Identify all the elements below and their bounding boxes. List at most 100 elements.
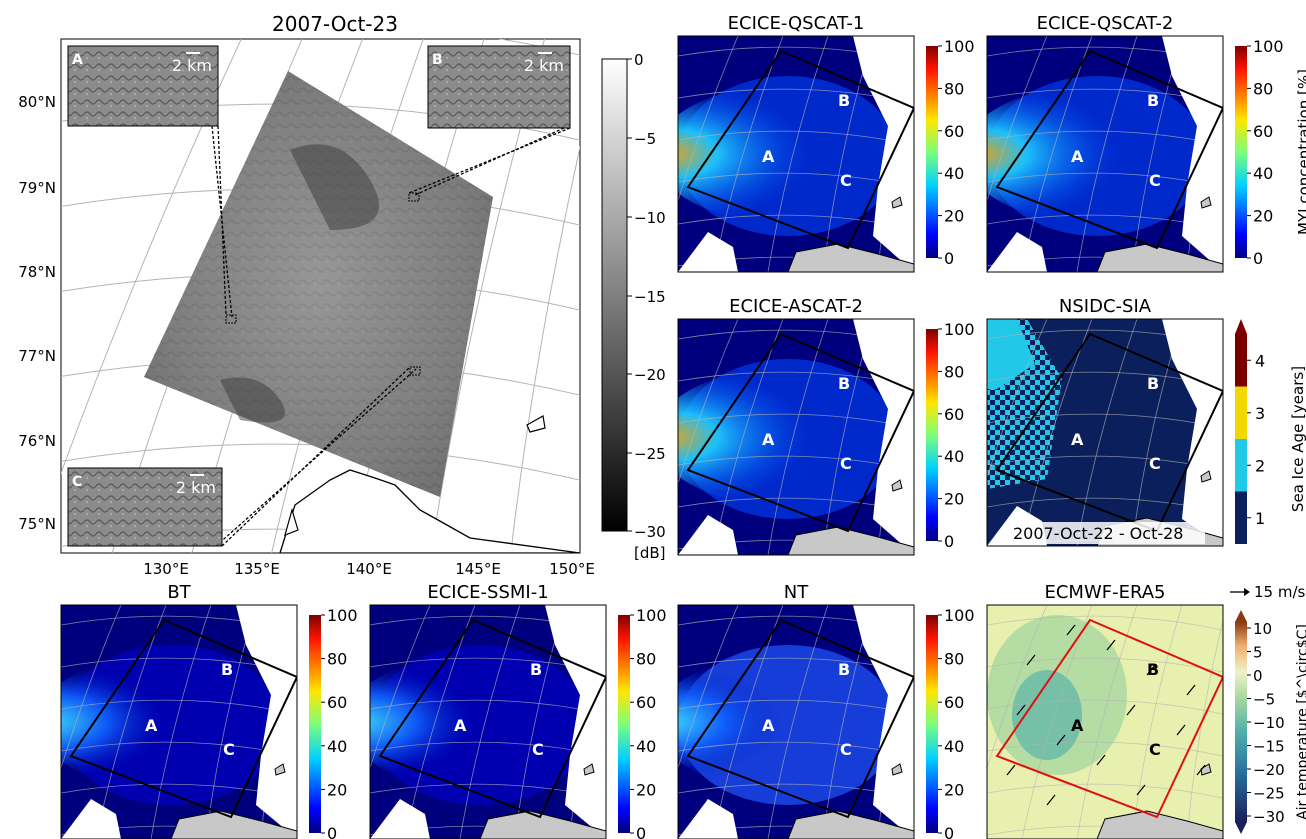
inset-letter: B xyxy=(432,52,443,68)
colorbar-tick-label: 40 xyxy=(944,447,964,466)
colorbar-tick-label: −5 xyxy=(1253,691,1275,709)
wind-arrow xyxy=(1046,794,1056,806)
inset-image xyxy=(67,45,219,127)
colorbar-tick-label: 60 xyxy=(636,693,656,712)
study-area-box xyxy=(686,618,914,819)
lon-label: 150°E xyxy=(549,560,595,578)
open-water xyxy=(678,799,738,839)
era-colorbar-extend xyxy=(1235,822,1247,834)
inset-image xyxy=(67,467,223,547)
colorbar-tick-label: 60 xyxy=(944,693,964,712)
gridline xyxy=(987,319,1048,479)
lon-label: 140°E xyxy=(346,560,392,578)
date-note-box xyxy=(1009,522,1205,544)
panel-title: NT xyxy=(784,582,809,603)
gridline xyxy=(510,145,580,553)
panel-title: ECICE-QSCAT-1 xyxy=(728,13,865,34)
open-water xyxy=(1162,319,1223,546)
island xyxy=(1200,763,1212,776)
colorbar-tick-label: 10 xyxy=(1253,620,1272,638)
panel-title: ECICE-ASCAT-2 xyxy=(729,296,863,317)
colorbar-tick-label: 60 xyxy=(1253,122,1273,141)
gridline xyxy=(678,130,914,146)
wind-arrow xyxy=(1146,664,1156,676)
study-area-box xyxy=(995,49,1223,250)
colorbar-tick-label: 40 xyxy=(636,737,656,756)
colorbar-tick-label: 1 xyxy=(1255,509,1265,528)
region-label-b: B xyxy=(530,660,542,679)
gridline xyxy=(1076,319,1138,546)
open-water xyxy=(236,605,297,839)
region-label-c: C xyxy=(532,740,544,759)
panel-frame xyxy=(677,35,915,273)
colorbar-tick-label: −25 xyxy=(634,445,666,463)
colorbar-tick-label: 60 xyxy=(944,122,964,141)
colorbar-tick-label: −10 xyxy=(1253,714,1285,732)
colorbar-tick-label: −25 xyxy=(1253,785,1285,803)
gridline xyxy=(459,605,521,839)
colorbar-tick-label: 100 xyxy=(944,320,975,339)
colorbar-tick-label: 40 xyxy=(944,737,964,756)
wind-arrow xyxy=(1056,734,1066,746)
region-label-a: A xyxy=(454,716,467,735)
region-label-b: B xyxy=(1147,374,1159,393)
island xyxy=(583,763,595,776)
lat-label: 79°N xyxy=(18,179,56,197)
colorbar-tick-label: 80 xyxy=(944,79,964,98)
wind-arrow xyxy=(1196,764,1206,776)
gridline xyxy=(987,605,1048,770)
myi-high-band xyxy=(678,651,914,793)
inset-scale: 2 km xyxy=(172,56,212,75)
age-colorbar-segment xyxy=(1235,439,1247,492)
wind-arrow xyxy=(1006,764,1016,776)
island xyxy=(1200,196,1212,209)
colorbar-tick-label: 60 xyxy=(944,405,964,424)
wind-arrow xyxy=(1126,704,1136,716)
panel-map xyxy=(61,605,297,839)
gridline xyxy=(150,605,212,839)
panel-map xyxy=(987,605,1223,839)
gridline xyxy=(370,605,431,770)
inset-target-box xyxy=(408,192,420,202)
myi-high-band xyxy=(61,651,297,793)
panel-title: ECMWF-ERA5 xyxy=(1044,582,1165,603)
region-label-c: C xyxy=(223,740,235,759)
gridline xyxy=(987,657,1223,673)
panel-frame xyxy=(677,318,915,556)
inset-target-box xyxy=(225,314,237,324)
region-label-b: B xyxy=(221,660,233,679)
inset-leader xyxy=(221,366,411,547)
inset-letter: C xyxy=(72,474,82,490)
age-colorbar-label: Sea Ice Age [years] xyxy=(1289,366,1306,512)
gridline xyxy=(987,36,1048,202)
myi-colorbar-label: MYI concentration [%] xyxy=(1295,69,1306,235)
age-colorbar-segment xyxy=(1235,334,1247,387)
colorbar-tick-label: 20 xyxy=(636,780,656,799)
colorbar-tick-label: 0 xyxy=(327,824,337,839)
region-label-c: C xyxy=(1149,740,1161,759)
panel-title: BT xyxy=(167,582,191,603)
colorbar-tick-label: 20 xyxy=(944,780,964,799)
myi-high-band xyxy=(370,651,606,793)
island xyxy=(891,196,903,209)
colorbar-tick-label: 0 xyxy=(944,532,954,551)
open-water xyxy=(853,36,914,272)
lon-label: 145°E xyxy=(455,560,501,578)
study-area-box xyxy=(686,332,914,533)
region-label-b: B xyxy=(838,374,850,393)
colorbar-tick-label: −30 xyxy=(634,523,666,541)
gridline xyxy=(987,741,1223,757)
colorbar-tick-label: 20 xyxy=(944,490,964,509)
panel-map xyxy=(678,319,914,555)
inset-target-box xyxy=(409,366,421,376)
colorbar-tick-label: 80 xyxy=(327,650,347,669)
region-label-a: A xyxy=(762,430,775,449)
colorbar-tick-label: 0 xyxy=(1253,667,1263,685)
panel-nt: NT A B C 100 80 60 40 20 0 xyxy=(677,582,975,839)
island xyxy=(526,415,546,433)
colorbar-tick-label: 80 xyxy=(944,362,964,381)
panel-ssmi1: ECICE-SSMI-1 A B C 100 80 60 40 20 0 xyxy=(369,582,667,839)
inset-scale: 2 km xyxy=(524,56,564,75)
lon-label: 130°E xyxy=(143,560,189,578)
region-label-c: C xyxy=(840,171,852,190)
